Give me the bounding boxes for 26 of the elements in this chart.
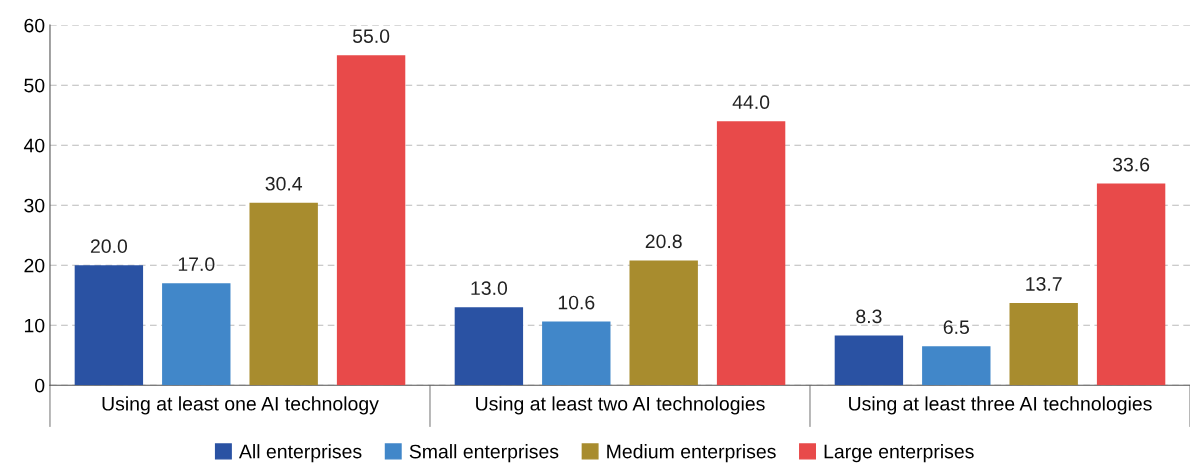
data-label: 13.7 xyxy=(1026,277,1062,291)
data-label: 10.6 xyxy=(558,295,595,310)
data-label: 20.8 xyxy=(645,234,682,249)
data-label: 30.4 xyxy=(265,176,303,191)
y-tick-label: 20 xyxy=(24,258,45,273)
data-label: 17.0 xyxy=(178,257,215,272)
x-tick-label: Using at least one AI technology xyxy=(102,396,379,415)
x-tick-label: Using at least two AI technologies xyxy=(476,396,765,415)
y-tick-label: 0 xyxy=(35,378,45,393)
y-tick-label: 50 xyxy=(24,78,45,93)
data-label: 33.6 xyxy=(1112,157,1150,172)
legend-label: Medium enterprises xyxy=(607,444,776,463)
legend-label: All enterprises xyxy=(238,444,362,463)
data-label: 55.0 xyxy=(352,29,390,43)
legend-label: Large enterprises xyxy=(824,444,974,463)
y-tick-label: 40 xyxy=(23,138,45,153)
x-tick-label: Using at least three AI technologies xyxy=(849,396,1152,415)
data-label: 20.0 xyxy=(90,239,128,254)
data-label: 6.5 xyxy=(943,320,969,335)
data-label: 44.0 xyxy=(732,95,770,110)
data-label: 8.3 xyxy=(856,309,882,324)
y-tick-label: 60 xyxy=(24,18,45,33)
data-label: 13.0 xyxy=(471,281,508,296)
y-tick-label: 10 xyxy=(24,318,45,333)
legend-label: Small enterprises xyxy=(409,444,559,463)
y-tick-label: 30 xyxy=(24,198,45,213)
